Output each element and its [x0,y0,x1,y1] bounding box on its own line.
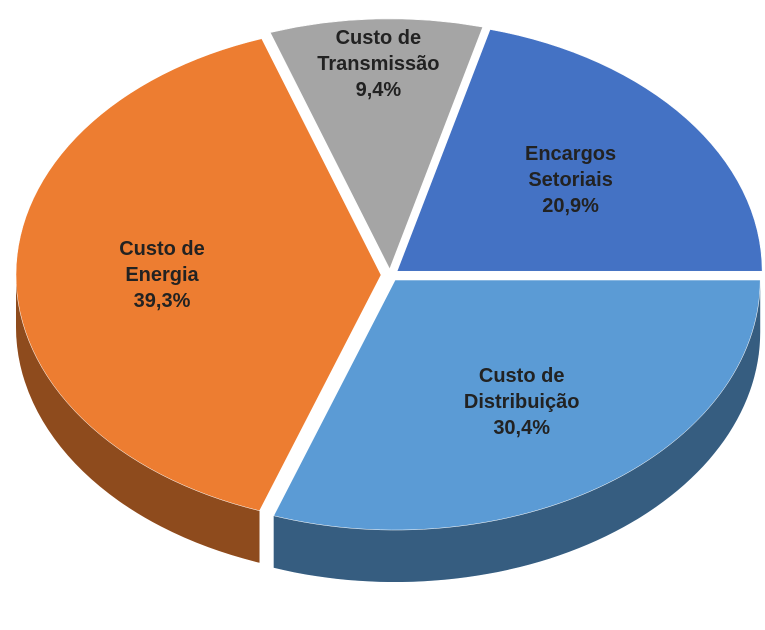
slice [396,29,763,272]
value-label: 9,4% [355,78,402,101]
slice-label: Custo de Transmissão 9,4% [308,25,448,103]
slice-label: Encargos Setoriais 20,9% [501,141,641,219]
slice [273,279,761,531]
slice [15,38,382,512]
slice-label: Custo de Energia 39,3% [92,236,232,314]
slice-side-shade [16,274,260,563]
slice-side [273,280,761,583]
slice [269,18,483,270]
value-label: 30,4% [493,417,551,440]
value-label: 20,9% [542,194,599,217]
category-label: Custo de Transmissão [317,26,440,75]
category-label: Custo de Energia [119,237,205,286]
slice-side [16,274,260,563]
slice-label: Custo de Distribuição 30,4% [452,363,592,441]
value-label: 39,3% [133,289,191,312]
category-label: Encargos Setoriais [525,142,617,191]
slice-side-shade [273,280,761,583]
category-label: Custo de Distribuição [463,365,580,414]
